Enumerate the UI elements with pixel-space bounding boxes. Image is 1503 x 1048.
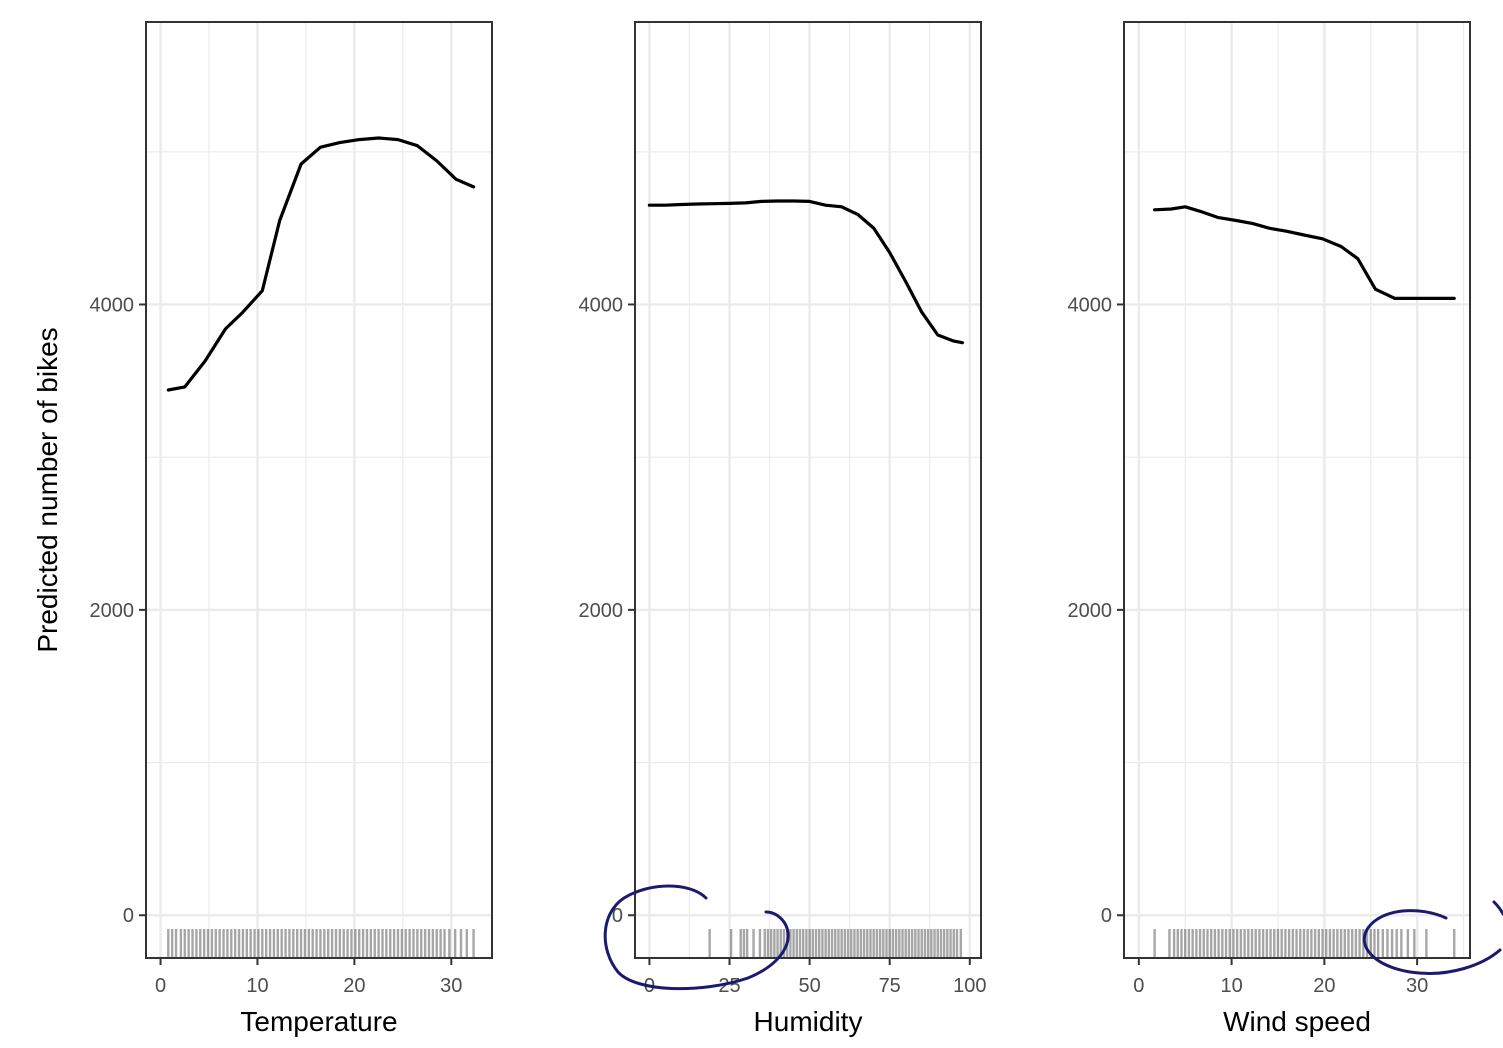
x-tick-label: 10 xyxy=(1220,975,1242,997)
x-tick-label: 20 xyxy=(343,975,365,997)
panel-background xyxy=(635,22,981,958)
y-tick-label: 0 xyxy=(1101,905,1112,927)
panel-border xyxy=(145,21,493,959)
x-tick-label: 30 xyxy=(1406,975,1428,997)
panel-3: 0 2000 4000 0 10 20 30 Wind speed xyxy=(1068,21,1471,1037)
panel-border xyxy=(1123,21,1471,959)
y-tick-label: 4000 xyxy=(1068,294,1113,316)
y-tick-label: 2000 xyxy=(90,600,135,622)
hand-drawn-circle xyxy=(1492,900,1503,916)
y-tick-label: 4000 xyxy=(579,294,624,316)
panel-background xyxy=(1124,22,1470,958)
hand-drawn-circle xyxy=(1362,909,1502,975)
handwritten-annotations xyxy=(603,884,1503,991)
y-axis-title: Predicted number of bikes xyxy=(32,327,63,652)
x-tick-label: 30 xyxy=(440,975,462,997)
y-tick-label: 2000 xyxy=(579,600,624,622)
x-axis-title: Humidity xyxy=(754,1006,863,1037)
rug-plot xyxy=(1153,929,1456,958)
y-tick-label: 4000 xyxy=(90,294,135,316)
y-tick-label: 0 xyxy=(612,905,623,927)
panel-background xyxy=(146,22,492,958)
panel-1: 0 2000 4000 0 10 20 30 Temperature xyxy=(90,21,493,1037)
x-axis-title: Wind speed xyxy=(1223,1006,1371,1037)
x-tick-label: 75 xyxy=(879,975,901,997)
x-tick-label: 20 xyxy=(1313,975,1335,997)
y-tick-label: 0 xyxy=(123,905,134,927)
x-tick-label: 0 xyxy=(1133,975,1144,997)
pdp-line xyxy=(1152,205,1456,300)
panel-border xyxy=(634,21,982,959)
rug-plot xyxy=(708,929,963,958)
hand-drawn-circle xyxy=(603,884,790,991)
x-axis-title: Temperature xyxy=(240,1006,397,1037)
x-tick-label: 10 xyxy=(246,975,268,997)
x-tick-label: 100 xyxy=(953,975,986,997)
x-tick-label: 50 xyxy=(798,975,820,997)
x-tick-label: 0 xyxy=(155,975,166,997)
y-tick-label: 2000 xyxy=(1068,600,1113,622)
rug-plot xyxy=(167,929,475,958)
